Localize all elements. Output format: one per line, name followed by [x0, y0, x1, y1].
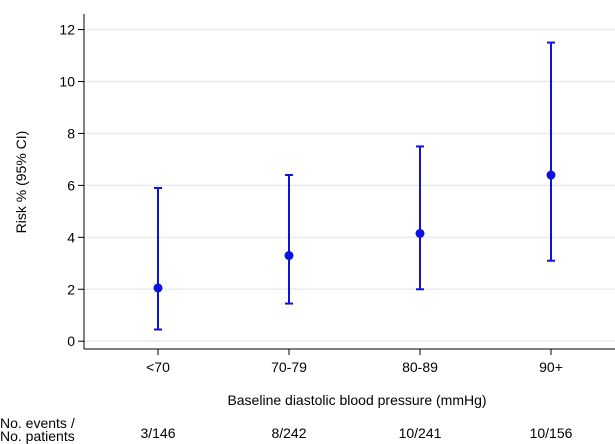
y-tick-label-2: 2	[67, 281, 75, 297]
y-axis-ticks: 0 2 4 6 8 10 12	[59, 22, 84, 349]
point-2	[415, 228, 425, 238]
x-tick-label-0: <70	[146, 359, 170, 375]
y-tick-label-12: 12	[59, 22, 75, 38]
count-0: 3/146	[140, 425, 175, 441]
y-axis-label: Risk % (95% CI)	[13, 131, 29, 234]
x-tick-label-2: 80-89	[402, 359, 438, 375]
axes	[83, 14, 615, 350]
count-3: 10/156	[530, 425, 573, 441]
y-tick-label-10: 10	[59, 74, 75, 90]
count-1: 8/242	[271, 425, 306, 441]
x-tick-label-3: 90+	[539, 359, 563, 375]
point-0	[153, 283, 163, 293]
x-axis-ticks: <70 70-79 80-89 90+	[146, 349, 563, 375]
x-axis-label: Baseline diastolic blood pressure (mmHg)	[227, 392, 486, 408]
x-tick-label-1: 70-79	[271, 359, 307, 375]
gridlines	[84, 28, 615, 342]
counts-label-line2: No. patients	[0, 428, 75, 444]
y-tick-label-8: 8	[67, 125, 75, 141]
y-tick-label-0: 0	[67, 333, 75, 349]
counts-row: 3/146 8/242 10/241 10/156	[140, 425, 572, 441]
y-tick-label-4: 4	[67, 229, 75, 245]
point-1	[284, 251, 294, 261]
point-3	[546, 170, 556, 180]
count-2: 10/241	[399, 425, 442, 441]
data-marks	[153, 41, 556, 331]
counts-label-line1: No. events /	[0, 415, 75, 431]
y-tick-label-6: 6	[67, 177, 75, 193]
